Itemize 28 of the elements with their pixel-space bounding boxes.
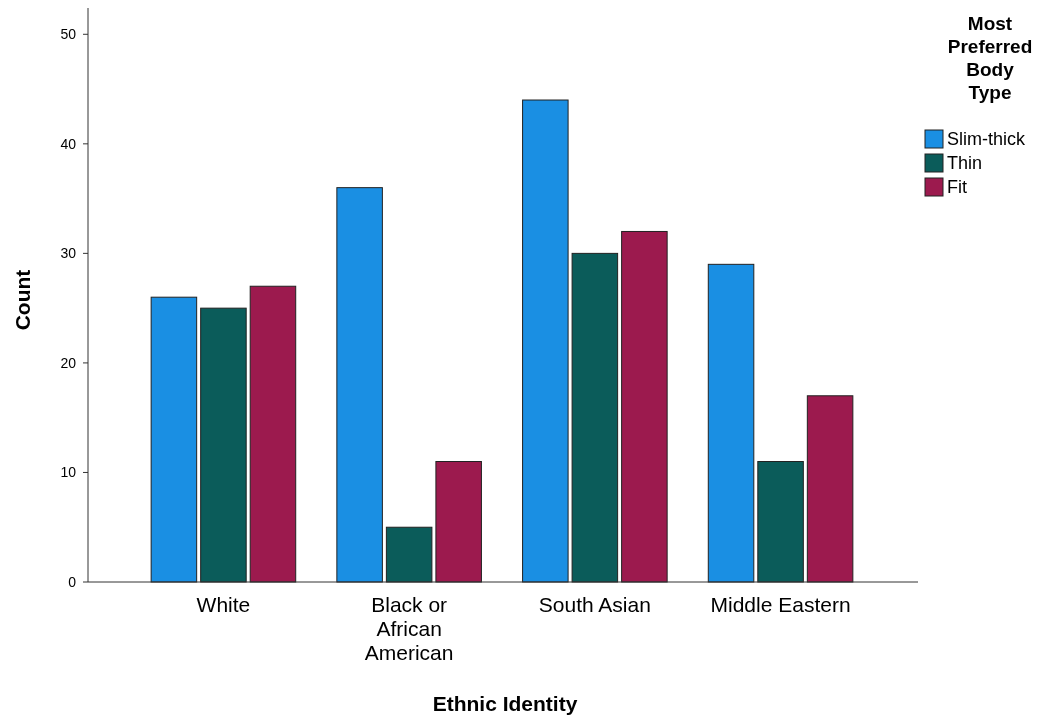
- x-tick-label: Middle Eastern: [710, 593, 851, 616]
- bar: [435, 461, 482, 583]
- y-tick-label: 20: [60, 354, 77, 371]
- y-tick-label: 50: [60, 26, 77, 43]
- y-tick-label: 40: [60, 135, 77, 152]
- legend-label: Fit: [947, 177, 967, 198]
- bar: [757, 461, 804, 583]
- bar: [336, 187, 383, 583]
- x-axis-title: Ethnic Identity: [432, 692, 578, 715]
- bar: [806, 395, 854, 583]
- bar: [621, 230, 668, 583]
- y-tick-label: 30: [60, 245, 77, 262]
- y-tick-label: 10: [60, 464, 77, 481]
- bar: [150, 296, 198, 583]
- legend-title: Most Preferred Body Type: [947, 13, 1033, 103]
- bar: [385, 526, 433, 583]
- y-axis-title: Count: [11, 269, 34, 331]
- x-tick-label: South Asian: [538, 593, 651, 616]
- legend-label: Slim-thick: [947, 129, 1026, 150]
- bar: [522, 99, 569, 583]
- bar: [200, 307, 247, 583]
- bar: [249, 285, 297, 583]
- bar: [707, 263, 755, 583]
- x-tick-label: White: [196, 593, 251, 616]
- x-tick-label: Black or African American: [364, 593, 454, 664]
- legend-label: Thin: [947, 153, 983, 174]
- bar: [571, 252, 619, 583]
- y-tick-label: 0: [68, 573, 77, 590]
